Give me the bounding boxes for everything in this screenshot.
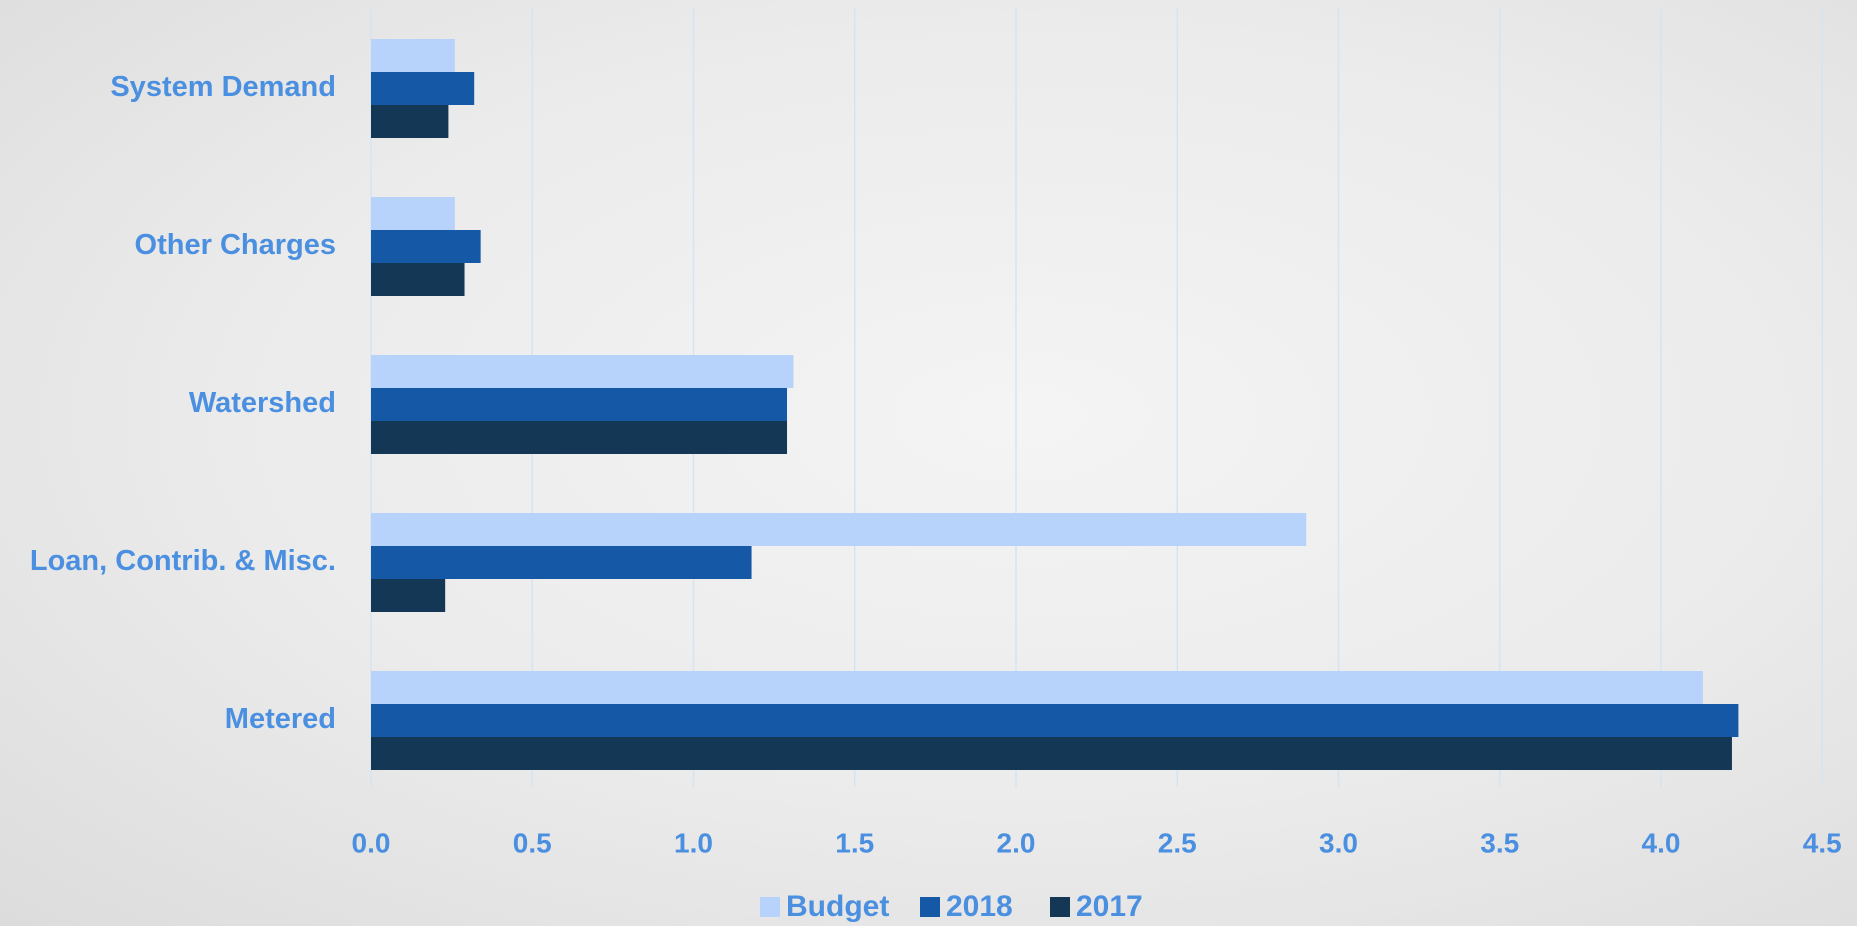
bar-2018-watershed [371, 388, 787, 421]
bar-2017-loan-contrib-misc [371, 579, 445, 612]
bar-2018-other-charges [371, 230, 481, 263]
x-tick-label: 2.0 [997, 827, 1036, 858]
bar-budget-watershed [371, 355, 793, 388]
legend-label-2017: 2017 [1076, 890, 1143, 923]
bar-2018-loan-contrib-misc [371, 546, 752, 579]
x-tick-label: 4.0 [1642, 827, 1681, 858]
x-tick-label: 0.0 [352, 827, 391, 858]
x-tick-label: 2.5 [1158, 827, 1197, 858]
category-labels: System Demand Other Charges Watershed Loan,… [30, 71, 336, 735]
bar-2017-metered [371, 737, 1732, 770]
x-tick-label: 1.0 [674, 827, 713, 858]
category-label-system-demand: System Demand [110, 71, 336, 103]
legend-swatch-2018 [920, 897, 940, 917]
bar-budget-metered [371, 671, 1703, 704]
category-label-loan-contrib-misc: Loan, Contrib. & Misc. [30, 545, 336, 577]
bar-budget-other-charges [371, 197, 455, 230]
bar-2017-other-charges [371, 263, 465, 296]
legend: Budget 2018 2017 [760, 890, 1143, 923]
legend-swatch-budget [760, 897, 780, 917]
x-tick-label: 3.5 [1480, 827, 1519, 858]
category-label-other-charges: Other Charges [135, 229, 336, 261]
bar-budget-loan-contrib-misc [371, 513, 1306, 546]
legend-label-2018: 2018 [946, 890, 1013, 923]
x-axis-tick-labels: 0.0 0.5 1.0 1.5 2.0 2.5 3.0 3.5 4.0 4.5 [352, 827, 1842, 858]
x-tick-label: 1.5 [835, 827, 874, 858]
x-tick-label: 0.5 [513, 827, 552, 858]
x-tick-label: 3.0 [1319, 827, 1358, 858]
legend-label-budget: Budget [786, 890, 889, 923]
bar-2018-metered [371, 704, 1738, 737]
legend-swatch-2017 [1050, 897, 1070, 917]
bar-2017-watershed [371, 421, 787, 454]
bars [371, 39, 1738, 770]
bar-budget-system-demand [371, 39, 455, 72]
bar-2018-system-demand [371, 72, 474, 105]
category-label-watershed: Watershed [189, 387, 336, 419]
bar-2017-system-demand [371, 105, 448, 138]
x-tick-label: 4.5 [1803, 827, 1842, 858]
category-label-metered: Metered [225, 703, 336, 735]
